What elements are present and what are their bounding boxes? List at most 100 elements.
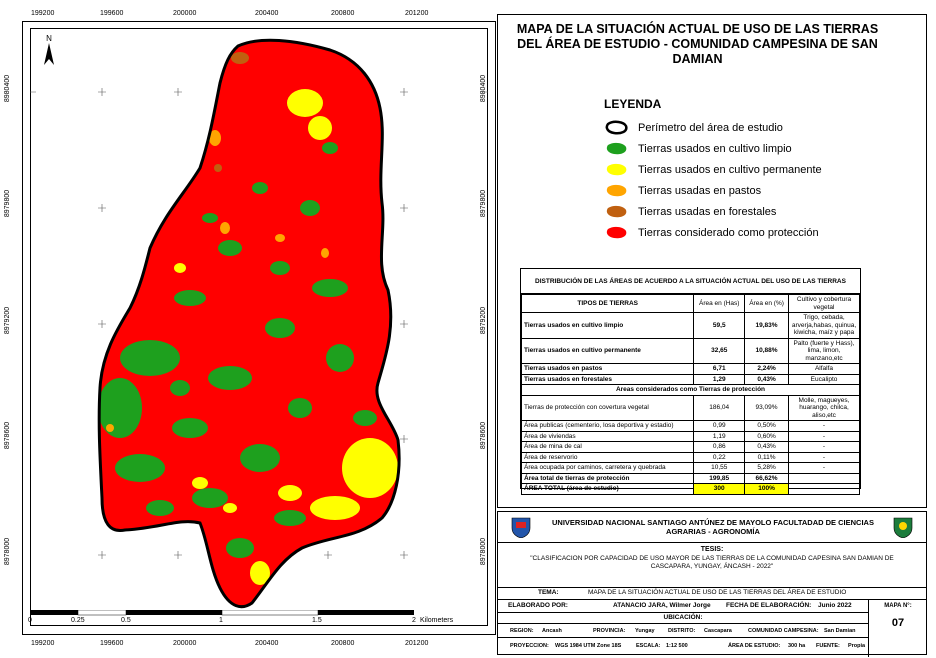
table-row: Área de viviendas 1,19 0,60% - (520, 430, 860, 442)
table-cell: Área de mina de cal (520, 441, 695, 453)
table-cell: 0,43% (744, 441, 790, 453)
table-total-row: ÁREA TOTAL (área de estudio) 300 100% (520, 483, 860, 495)
provincia-value: Yungay (635, 628, 655, 634)
map-inner-frame (30, 28, 488, 626)
scale-label: 1 (219, 617, 223, 624)
table-header-row: TIPOS DE TIERRAS Área en (Has) Área en (… (520, 294, 860, 313)
table-cell: 10,55 (693, 462, 746, 474)
table-cell: 1,19 (693, 430, 746, 442)
legend-label: Tierras usadas en forestales (638, 206, 777, 218)
ubicacion-row: UBICACIÓN: (498, 612, 868, 623)
tema-text: MAPA DE LA SITUACIÓN ACTUAL DE USO DE LA… (588, 589, 847, 596)
legend-label: Tierras considerado como protección (638, 227, 819, 239)
tema-label: TEMA: (538, 589, 559, 596)
x-tick-top: 199200 (31, 10, 55, 17)
fuente-label: FUENTE: (816, 643, 840, 649)
legend-item-cultivo-limpio: Tierras usados en cultivo limpio (604, 140, 792, 158)
table-header: Cultivo y cobertura vegetal (788, 294, 860, 313)
north-label: N (46, 34, 52, 43)
table-cell: Trigo, cebada, arverja,habas, quinua, ki… (788, 312, 860, 339)
table-cell: 93,09% (744, 394, 790, 421)
table-cell: 0,50% (744, 420, 790, 432)
table-section-row: Areas considerados como Tierras de prote… (521, 384, 860, 396)
proyeccion-label: PROYECCION: (510, 643, 549, 649)
table-cell: 100% (744, 483, 790, 495)
x-tick-bottom: 201200 (405, 640, 429, 647)
table-cell: - (788, 420, 860, 432)
x-tick-top: 200400 (255, 10, 279, 17)
table-row: Tierras usados en forestales 1,29 0,43% … (520, 373, 860, 385)
scale-bar (30, 610, 414, 616)
x-tick-top: 199600 (100, 10, 124, 17)
x-tick-bottom: 200000 (173, 640, 197, 647)
mapa-number-box: MAPA N°: 07 (868, 599, 927, 657)
north-arrow: N (42, 34, 56, 66)
red-swatch-icon (606, 226, 627, 239)
legend-item-pastos: Tierras usadas en pastos (604, 182, 761, 200)
fecha-text: Junio 2022 (818, 602, 852, 609)
land-use-map (30, 38, 488, 609)
table-cell: 10,88% (744, 337, 790, 364)
table-cell: - (788, 441, 860, 453)
table-cell: 0,60% (744, 430, 790, 442)
table-cell: 199,85 (693, 472, 746, 484)
table-row: Tierras usados en pastos 6,71 2,24% Alfa… (520, 363, 860, 375)
region-value: Ancash (542, 628, 562, 634)
proyeccion-value: WGS 1984 UTM Zone 18S (555, 643, 622, 649)
map-title: MAPA DE LA SITUACIÓN ACTUAL DE USO DE LA… (516, 22, 879, 66)
table-cell: 0,86 (693, 441, 746, 453)
table-cell: Palto (fuerte y Hass), lima, limon, manz… (788, 337, 860, 364)
escala-label: ESCALA: (636, 643, 661, 649)
y-tick-left: 8979200 (4, 306, 12, 335)
table-cell (788, 472, 860, 484)
mapa-label: MAPA N°: (884, 603, 912, 609)
table-cell: 6,71 (693, 363, 746, 375)
table-cell: 300 (693, 483, 746, 495)
table-header: TIPOS DE TIERRAS (520, 294, 695, 313)
table-cell: Tierras usados en cultivo limpio (520, 312, 695, 339)
x-tick-top: 201200 (405, 10, 429, 17)
tesis-text: "CLASIFICACION POR CAPACIDAD DE USO MAYO… (530, 555, 894, 570)
elaborado-label: ELABORADO POR: (508, 602, 568, 609)
table-cell (788, 483, 860, 495)
table-cell: - (788, 430, 860, 442)
table-cell: Eucalipto (788, 373, 860, 385)
mapa-number: 07 (891, 617, 905, 629)
study-area-landuse (99, 40, 400, 607)
legend-item-forestales: Tierras usadas en forestales (604, 203, 776, 221)
table-cell: - (788, 462, 860, 474)
table-cell: Área publicas (cementerio, losa deportiv… (520, 420, 695, 432)
table-cell: Tierras usados en pastos (520, 363, 695, 375)
scale-label: 0.5 (121, 617, 131, 624)
legend-item-proteccion: Tierras considerado como protección (604, 224, 819, 242)
scale-label: 1.5 (312, 617, 322, 624)
table-row: Tierras de protección con covertura vege… (520, 394, 860, 421)
table-row: Área de mina de cal 0,86 0,43% - (520, 441, 860, 453)
x-tick-bottom: 199600 (100, 640, 124, 647)
comunidad-value: San Damian (824, 628, 856, 634)
fuente-value: Propia (848, 643, 866, 649)
table-cell: 0,11% (744, 451, 790, 463)
table-cell: Molle, magueyes, huarango, chilca, aliso… (788, 394, 860, 421)
university-shield-icon (511, 517, 531, 538)
table-cell: 19,83% (744, 312, 790, 339)
orange-swatch-icon (606, 184, 627, 197)
x-tick-bottom: 199200 (31, 640, 55, 647)
table-row: Tierras usados en cultivo limpio 59,5 19… (520, 312, 860, 339)
proyeccion-row: PROYECCION: WGS 1984 UTM Zone 18S ESCALA… (498, 637, 868, 656)
legend-label: Tierras usados en cultivo limpio (638, 143, 792, 155)
legend-label: Perímetro del área de estudio (638, 122, 783, 134)
legend-item-cultivo-permanente: Tierras usados en cultivo permanente (604, 161, 822, 179)
university-name: UNIVERSIDAD NACIONAL SANTIAGO ANTÚNEZ DE… (552, 518, 874, 536)
x-tick-top: 200000 (173, 10, 197, 17)
table-cell: 5,28% (744, 462, 790, 474)
scale-label: 0 (28, 617, 32, 624)
table-cell: 186,04 (693, 394, 746, 421)
table-cell: 32,65 (693, 337, 746, 364)
region-label: REGION: (510, 628, 534, 634)
escala-value: 1:12 500 (666, 643, 688, 649)
table-cell: Área de viviendas (520, 430, 695, 442)
legend-label: Tierras usados en cultivo permanente (638, 164, 822, 176)
table-cell: ÁREA TOTAL (área de estudio) (520, 483, 695, 495)
y-tick-left: 8978000 (4, 537, 12, 566)
